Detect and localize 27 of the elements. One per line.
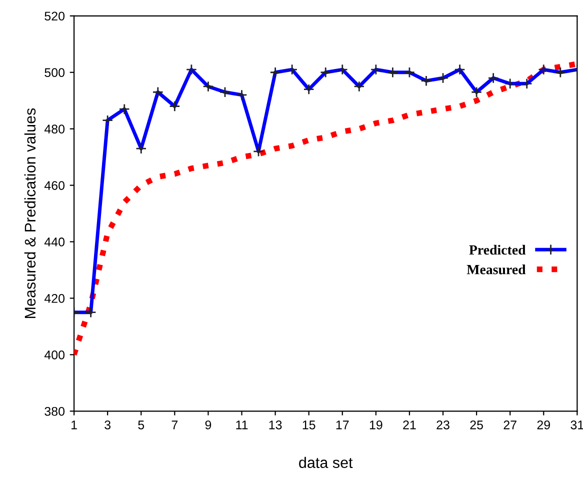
x-tick-label: 27 (504, 420, 516, 430)
x-tick-label: 11 (236, 420, 248, 430)
legend-label: Measured (466, 264, 526, 274)
legend-label: Predicted (469, 244, 526, 255)
y-axis-title: Measured & Predication values (24, 108, 36, 318)
y-tick-label: 380 (44, 406, 65, 416)
x-tick-label: 13 (269, 420, 282, 430)
x-tick-label: 5 (138, 420, 144, 430)
y-tick-label: 480 (44, 124, 65, 134)
x-tick-label: 9 (205, 420, 212, 430)
x-tick-label: 25 (470, 420, 483, 430)
x-tick-label: 1 (72, 420, 77, 430)
x-tick-label: 29 (537, 420, 550, 430)
x-tick-label: 7 (172, 420, 178, 430)
x-tick-label: 15 (302, 420, 316, 430)
y-tick-label: 500 (44, 68, 65, 78)
x-tick-label: 21 (403, 420, 416, 430)
y-tick-label: 400 (44, 350, 65, 360)
x-tick-label: 19 (370, 420, 382, 430)
x-tick-label: 17 (336, 420, 349, 430)
x-axis-title: data set (299, 456, 353, 468)
x-tick-label: 3 (104, 420, 111, 430)
y-tick-label: 420 (44, 294, 65, 303)
y-tick-label: 520 (44, 12, 65, 21)
x-tick-label: 23 (436, 420, 450, 430)
y-tick-label: 440 (44, 238, 65, 246)
y-tick-label: 460 (44, 181, 65, 190)
